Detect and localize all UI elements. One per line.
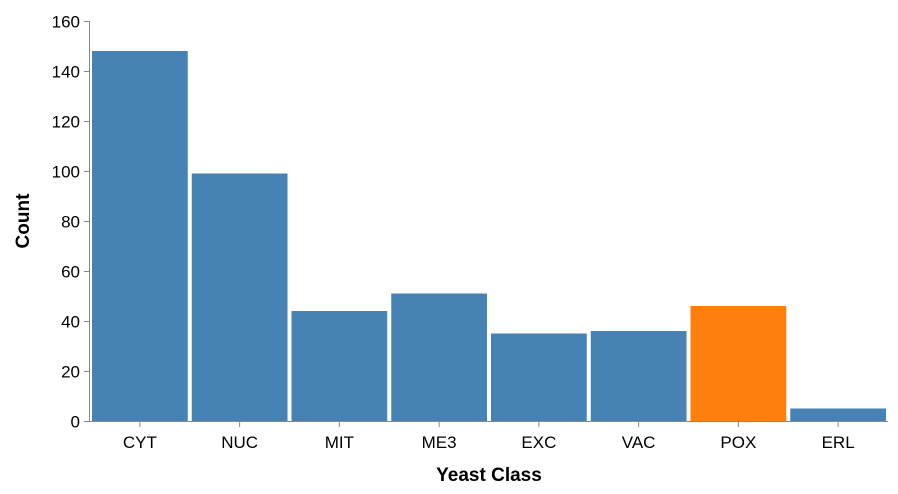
x-tick-label-cyt: CYT — [123, 433, 157, 452]
y-tick-label: 100 — [52, 163, 80, 182]
x-tick-label-erl: ERL — [822, 433, 855, 452]
bar-vac — [590, 331, 687, 421]
x-tick-label-pox: POX — [720, 433, 756, 452]
y-tick-label: 40 — [61, 313, 80, 332]
y-tick-label: 120 — [52, 113, 80, 132]
y-axis: 0 20 40 60 80 100 120 140 160 — [52, 13, 90, 432]
bar-mit — [291, 311, 388, 421]
y-axis-title: Count — [13, 193, 34, 249]
bar-cyt — [92, 51, 188, 421]
bar-erl — [790, 408, 886, 421]
plot-area — [92, 51, 886, 421]
x-tick-label-mit: MIT — [325, 433, 354, 452]
x-tick-label-nuc: NUC — [221, 433, 258, 452]
x-axis: CYT NUC MIT ME3 EXC VAC POX ERL — [89, 421, 888, 452]
x-tick-label-vac: VAC — [622, 433, 656, 452]
x-axis-title: Yeast Class — [436, 465, 542, 486]
y-tick-label: 80 — [61, 213, 80, 232]
bar-exc — [491, 333, 587, 421]
x-tick-label-exc: EXC — [521, 433, 556, 452]
y-tick-label: 60 — [61, 263, 80, 282]
y-tick-label: 0 — [71, 413, 80, 432]
y-tick-label: 160 — [52, 13, 80, 32]
y-tick-label: 20 — [61, 363, 80, 382]
bar-pox — [690, 306, 787, 421]
bar-me3 — [391, 293, 487, 421]
bar-nuc — [191, 173, 288, 421]
y-tick-label: 140 — [52, 63, 80, 82]
x-tick-label-me3: ME3 — [422, 433, 457, 452]
